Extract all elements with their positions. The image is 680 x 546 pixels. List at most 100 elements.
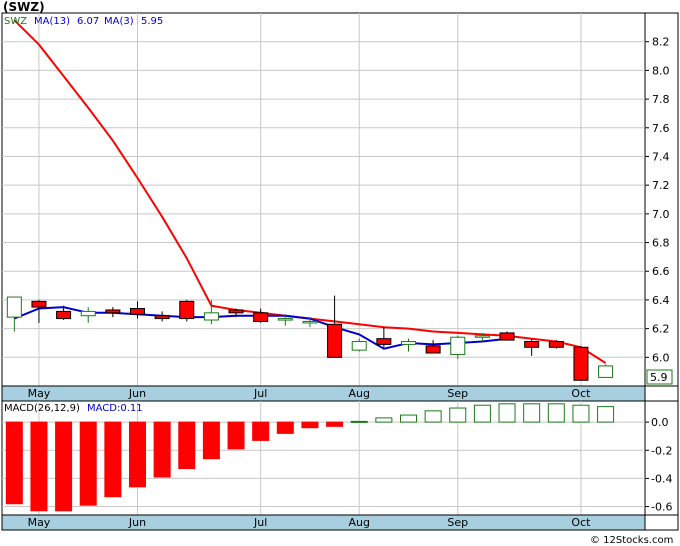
price-y-tick-label: 6.2	[652, 323, 670, 336]
macd-y-tick-label: -0.4	[651, 472, 672, 485]
candle-bullish	[474, 335, 490, 338]
candle-bullish	[6, 296, 22, 318]
macd-x-axis-labels: May Jun Jul Aug Sep Oct	[28, 516, 592, 529]
macd-x-axis: May Jun Jul Aug Sep Oct	[1, 514, 679, 531]
price-y-tick-label: 7.0	[652, 208, 670, 221]
candle-bearish	[56, 310, 72, 320]
macd-x-tick-label: Oct	[571, 516, 591, 529]
price-y-tick-label: 7.8	[652, 93, 670, 106]
macd-bar-negative	[55, 421, 73, 512]
macd-panel: 0.0 -0.2 -0.4 -0.6 MACD(26,12,9) MACD:0.11	[1, 400, 679, 516]
price-plot-frame	[1, 12, 646, 387]
candle-bearish	[129, 308, 145, 315]
price-y-tick-label: 7.4	[652, 150, 670, 163]
price-x-tick-label: May	[28, 387, 51, 400]
macd-y-axis: 0.0 -0.2 -0.4 -0.6	[645, 416, 672, 514]
macd-bar-negative	[301, 421, 319, 429]
candle-bullish	[277, 318, 293, 321]
macd-bar-negative	[128, 421, 146, 488]
candle-bullish	[302, 320, 318, 324]
macd-x-tick-label: May	[28, 516, 51, 529]
macd-bar-positive	[424, 410, 442, 423]
legend-ma3-label: MA(3)	[104, 16, 134, 27]
macd-bar-positive	[473, 404, 491, 423]
price-x-tick-label: Oct	[571, 387, 591, 400]
macd-x-tick-label: Sep	[447, 516, 468, 529]
candle-bearish	[105, 309, 121, 314]
price-y-tick-label: 8.2	[652, 36, 670, 49]
legend-ma13-label: MA(13)	[34, 16, 70, 27]
candle-bearish	[31, 300, 47, 308]
candle-bullish	[80, 310, 96, 317]
macd-bar-negative	[5, 421, 23, 505]
candle-bullish	[598, 365, 614, 378]
macd-bar-negative	[326, 421, 344, 427]
price-y-tick-label: 6.8	[652, 237, 670, 250]
candle-bearish	[228, 309, 244, 314]
macd-bar-positive	[375, 417, 393, 423]
macd-bar-positive	[449, 407, 467, 423]
macd-bar-negative	[104, 421, 122, 498]
legend-ma3-value: 5.95	[141, 16, 163, 27]
chart-title: (SWZ)	[3, 0, 45, 14]
last-price-badge	[646, 369, 673, 385]
candle-bullish	[351, 341, 367, 351]
macd-y-tick-label: 0.0	[651, 416, 669, 429]
price-x-axis-corner	[644, 385, 679, 402]
macd-histogram	[5, 403, 615, 512]
price-x-tick-label: Sep	[447, 387, 468, 400]
macd-bar-negative	[79, 421, 97, 506]
price-x-axis-labels: May Jun Jul Aug Sep Oct	[28, 387, 592, 400]
price-panel: 8.2 8.0 7.8 7.6 7.4 7.2 7.0 6.8 6.6 6.4 6.2 6.0 SWZ…	[1, 12, 679, 387]
candle-bearish	[179, 300, 195, 320]
macd-bar-positive	[572, 404, 590, 423]
last-price-label: 5.9	[650, 371, 668, 384]
candle-bullish	[203, 312, 219, 321]
macd-bar-negative	[276, 421, 294, 434]
macd-x-axis-strip	[1, 514, 646, 531]
macd-bar-positive	[597, 406, 615, 423]
price-y-tick-label: 8.0	[652, 64, 670, 77]
price-x-tick-label: Jul	[253, 387, 267, 400]
macd-x-axis-corner	[644, 514, 679, 531]
macd-bar-negative	[202, 421, 220, 460]
price-y-tick-label: 7.6	[652, 122, 670, 135]
candle-bearish	[548, 341, 564, 348]
candle-bearish	[253, 312, 269, 322]
macd-x-tick-label: Jul	[253, 516, 267, 529]
candle-bearish	[573, 346, 589, 381]
macd-axis-frame	[644, 400, 679, 516]
price-x-axis-strip	[1, 385, 646, 402]
legend-ma13-value: 6.07	[77, 16, 99, 27]
candle-bullish	[450, 336, 466, 355]
macd-legend-value: MACD:0.11	[87, 403, 143, 414]
legend-symbol: SWZ	[4, 16, 27, 27]
macd-y-tick-label: -0.2	[651, 444, 672, 457]
credit-text: © 12Stocks.com	[590, 535, 673, 546]
candlestick-series	[6, 295, 614, 381]
macd-bar-negative	[153, 421, 171, 478]
price-axis-frame	[644, 12, 679, 387]
price-y-tick-label: 6.0	[652, 351, 670, 364]
macd-y-tick-label: -0.6	[651, 501, 672, 514]
price-y-tick-label: 7.2	[652, 179, 670, 192]
macd-x-tick-label: Aug	[348, 516, 369, 529]
price-y-tick-label: 6.6	[652, 265, 670, 278]
candle-bearish	[154, 315, 170, 320]
macd-x-tick-label: Jun	[128, 516, 146, 529]
price-grid	[2, 13, 645, 386]
candle-bearish	[524, 341, 540, 348]
candle-bearish	[327, 323, 343, 358]
macd-legend-params: MACD(26,12,9)	[4, 403, 80, 414]
macd-bar-negative	[252, 421, 270, 441]
price-y-axis: 8.2 8.0 7.8 7.6 7.4 7.2 7.0 6.8 6.6 6.4 6.2 6.0	[645, 36, 670, 364]
macd-bar-negative	[227, 421, 245, 450]
macd-bar-negative	[30, 421, 48, 512]
candle-bearish	[499, 332, 515, 341]
price-y-tick-label: 6.4	[652, 294, 670, 307]
price-x-axis: May Jun Jul Aug Sep Oct	[1, 385, 679, 402]
macd-bar-positive	[399, 414, 417, 423]
macd-bar-positive	[498, 403, 516, 423]
candle-bullish	[400, 341, 416, 345]
